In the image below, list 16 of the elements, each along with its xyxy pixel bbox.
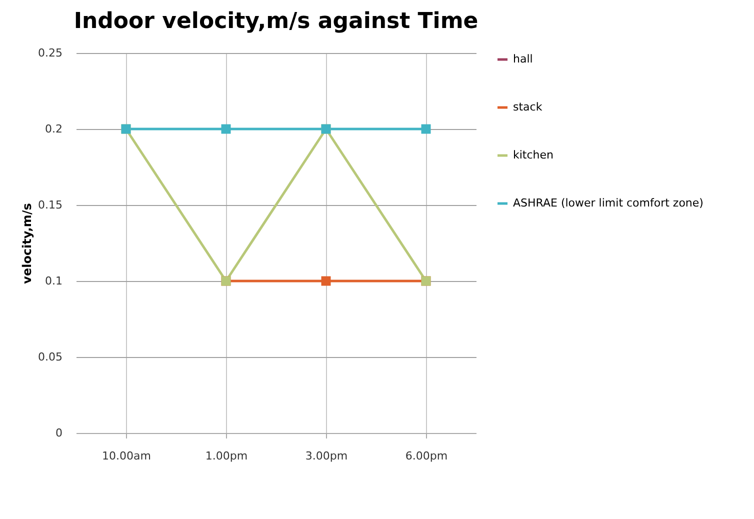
y-tick-label: 0.05 xyxy=(38,350,62,364)
x-tick-label: 6.00pm xyxy=(405,450,448,462)
x-tick-label: 3.00pm xyxy=(305,450,348,462)
legend-label: kitchen xyxy=(513,148,554,162)
x-tick-label: 10.00am xyxy=(102,450,151,462)
legend-label: ASHRAE (lower limit comfort zone) xyxy=(513,196,704,210)
y-tick-label: 0.25 xyxy=(38,46,62,60)
y-tick-label: 0.1 xyxy=(45,274,62,288)
y-tick-label: 0.2 xyxy=(45,122,62,136)
legend-label: hall xyxy=(513,52,533,66)
y-tick-label: 0.15 xyxy=(38,198,62,212)
y-tick-label: 0 xyxy=(56,426,62,440)
chart-title: Indoor velocity,m/s against Time xyxy=(74,9,478,34)
y-axis-title: velocity,m/s xyxy=(20,203,34,284)
x-tick-label: 1.00pm xyxy=(205,450,248,462)
legend-label: stack xyxy=(513,100,543,114)
